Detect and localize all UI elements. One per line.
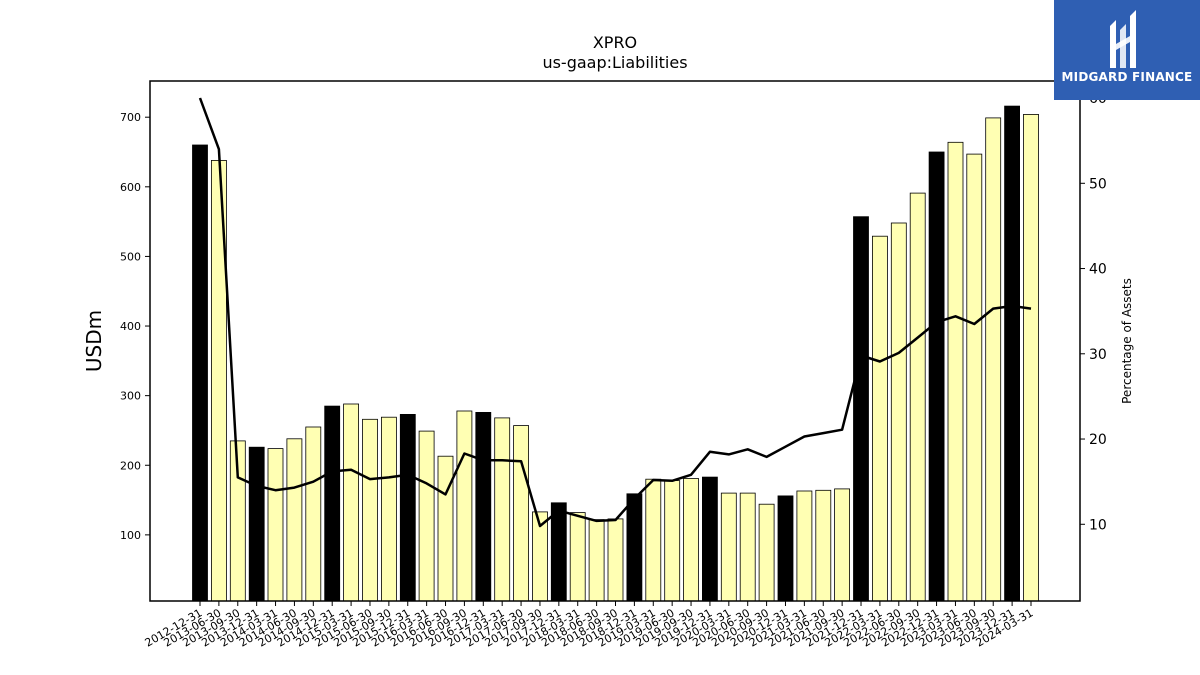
- bar: [456, 410, 473, 602]
- bar: [909, 192, 926, 602]
- percentage-line: [198, 97, 1032, 528]
- bar: [569, 512, 586, 602]
- bar: [872, 235, 888, 602]
- y-tick-label: 600: [120, 181, 141, 194]
- bar: [758, 503, 775, 602]
- bar: [380, 416, 397, 602]
- bar: [928, 151, 945, 602]
- bar: [192, 144, 208, 602]
- bar: [720, 492, 737, 602]
- bar: [966, 153, 983, 602]
- bar: [645, 478, 662, 602]
- bar: [248, 446, 265, 602]
- bar: [702, 476, 718, 602]
- y-axis-label: USDm: [82, 310, 106, 372]
- y2-axis-label: Percentage of Assets: [1120, 278, 1134, 404]
- y-axis-left: 100 200 300 400 500 600 700: [120, 111, 150, 542]
- bar: [437, 455, 454, 602]
- y2-tick-label: 40: [1089, 262, 1107, 278]
- bar: [418, 430, 435, 602]
- bar: [853, 216, 869, 602]
- y-tick-label: 100: [120, 529, 141, 542]
- y2-tick-label: 20: [1089, 432, 1107, 448]
- bar: [664, 480, 681, 602]
- bar: [475, 411, 492, 602]
- y-tick-label: 300: [120, 390, 141, 403]
- bar: [985, 117, 1002, 602]
- chart-title: XPRO: [593, 33, 637, 52]
- bar: [607, 518, 624, 602]
- bar: [286, 438, 303, 602]
- chart-subtitle: us-gaap:Liabilities: [542, 53, 687, 72]
- bar: [588, 519, 605, 602]
- logo-text: MIDGARD FINANCE: [1061, 70, 1193, 84]
- bar: [343, 403, 360, 602]
- y-tick-label: 400: [120, 320, 141, 333]
- bar: [815, 489, 832, 602]
- logo-mark-icon: [1110, 10, 1136, 68]
- bar: [324, 405, 341, 602]
- y2-tick-label: 10: [1089, 517, 1107, 533]
- bar: [1023, 114, 1039, 602]
- y-tick-label: 500: [120, 250, 141, 263]
- bar: [399, 413, 416, 602]
- bar: [1004, 105, 1020, 602]
- x-axis: 2012-12-312013-06-302013-09-302013-12-31…: [143, 601, 1036, 650]
- bar: [626, 493, 643, 602]
- bar: [796, 490, 813, 602]
- bar: [890, 222, 907, 602]
- bar: [267, 448, 284, 602]
- midgard-finance-logo: MIDGARD FINANCE: [1054, 0, 1200, 100]
- y-tick-label: 700: [120, 111, 141, 124]
- y-tick-label: 200: [120, 459, 141, 472]
- y2-tick-label: 30: [1089, 347, 1107, 363]
- bar: [362, 418, 378, 602]
- y-axis-right: 102030405060: [1080, 91, 1107, 533]
- bar: [683, 478, 699, 602]
- bar: [305, 426, 322, 602]
- y2-tick-label: 50: [1089, 176, 1107, 192]
- bar: [947, 141, 964, 602]
- bar-series: [192, 105, 1039, 602]
- bar: [739, 492, 756, 602]
- bar: [513, 425, 529, 602]
- bar: [777, 495, 794, 602]
- bar: [550, 502, 567, 602]
- percentage-line-series: [198, 97, 1032, 528]
- bar: [494, 417, 511, 602]
- bar: [834, 488, 850, 602]
